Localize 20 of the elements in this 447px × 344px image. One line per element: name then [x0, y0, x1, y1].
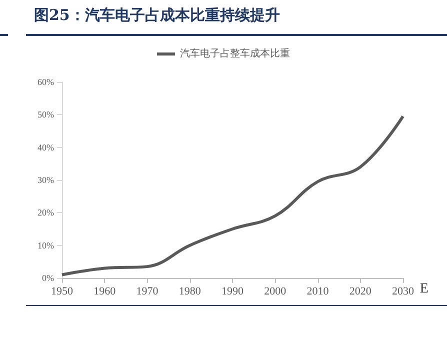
- x-tick-label: 2010: [306, 286, 330, 298]
- y-tick-label: 60%: [38, 77, 54, 87]
- y-tick-label: 10%: [38, 240, 54, 250]
- y-tick-label: 50%: [38, 110, 54, 120]
- y-tick-label: 30%: [38, 175, 54, 185]
- y-tick-label: 0%: [42, 273, 54, 283]
- x-tick-label: 2020: [349, 286, 372, 298]
- x-tick-label: 1950: [51, 286, 74, 298]
- y-tick-label: 40%: [38, 142, 54, 152]
- line-series: [60, 114, 404, 276]
- x-tick-label: 1960: [94, 286, 116, 298]
- x-tick-label: 2000: [264, 286, 287, 298]
- x-tick-label: 1980: [178, 286, 202, 298]
- x-tick-label: 1970: [136, 286, 159, 298]
- x-tick-label: 2030: [392, 286, 414, 298]
- y-tick-label: 20%: [38, 208, 54, 218]
- x-tick-label: 1990: [222, 286, 244, 298]
- chart-title: 图25：汽车电子占成本比重持续提升: [34, 6, 280, 25]
- legend-label: 汽车电子占整车成本比重: [180, 48, 290, 60]
- x-axis-title: E: [420, 282, 428, 296]
